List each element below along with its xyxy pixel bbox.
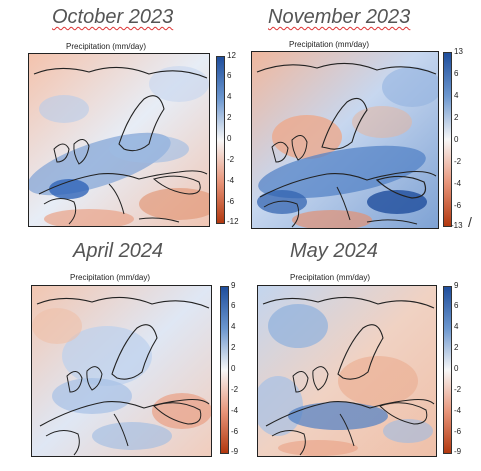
colorbar-tick: 6 <box>227 71 232 80</box>
colorbar-tick: 6 <box>454 301 459 310</box>
colorbar-tick: -4 <box>227 176 235 185</box>
colorbar-tick: 4 <box>454 91 459 100</box>
colorbar-tick: -2 <box>231 385 239 394</box>
colorbar-tick: -13 <box>451 221 463 230</box>
panel-title: Precipitation (mm/day) <box>66 42 147 51</box>
month-label: May 2024 <box>290 240 378 262</box>
month-label: April 2024 <box>73 240 164 262</box>
colorbar-tick: 0 <box>454 135 459 144</box>
colorbar-tick: 4 <box>454 322 459 331</box>
colorbar-tick: 13 <box>454 47 463 56</box>
colorbar-tick: -2 <box>454 385 462 394</box>
precipitation-anomaly-map <box>257 285 437 457</box>
colorbar-tick: -6 <box>227 197 235 206</box>
colorbar-tick: 2 <box>454 113 459 122</box>
panel-title: Precipitation (mm/day) <box>70 273 151 282</box>
colorbar-tick: 12 <box>227 51 236 60</box>
colorbar-tick: -4 <box>454 406 462 415</box>
colorbar <box>220 286 229 454</box>
colorbar <box>443 52 452 227</box>
colorbar-tick: -6 <box>454 427 462 436</box>
precipitation-anomaly-map <box>31 285 212 457</box>
colorbar-tick: -2 <box>227 155 235 164</box>
month-label: October 2023 <box>52 6 174 28</box>
panel-title: Precipitation (mm/day) <box>290 273 371 282</box>
colorbar-tick: 9 <box>231 281 236 290</box>
colorbar-tick: 6 <box>454 69 459 78</box>
panel-title: Precipitation (mm/day) <box>289 40 370 49</box>
colorbar-tick: -9 <box>231 447 239 456</box>
colorbar-tick: -9 <box>454 447 462 456</box>
colorbar-tick: 2 <box>231 343 236 352</box>
colorbar-tick: 6 <box>231 301 236 310</box>
colorbar-tick: -12 <box>227 217 239 226</box>
colorbar-tick: -4 <box>454 179 462 188</box>
colorbar-tick: 2 <box>227 113 232 122</box>
colorbar-tick: -6 <box>231 427 239 436</box>
colorbar <box>443 286 452 454</box>
colorbar-tick: 0 <box>231 364 236 373</box>
precipitation-anomaly-map <box>28 53 210 227</box>
month-label: November 2023 <box>268 6 411 28</box>
colorbar-tick: -2 <box>454 157 462 166</box>
colorbar-tick: 4 <box>227 92 232 101</box>
stray-mark: / <box>468 214 472 230</box>
colorbar-tick: 2 <box>454 343 459 352</box>
precipitation-anomaly-map <box>251 51 439 229</box>
colorbar <box>216 56 225 224</box>
colorbar-tick: 0 <box>454 364 459 373</box>
colorbar-tick: 0 <box>227 134 232 143</box>
colorbar-tick: -6 <box>454 201 462 210</box>
colorbar-tick: -4 <box>231 406 239 415</box>
colorbar-tick: 4 <box>231 322 236 331</box>
colorbar-tick: 9 <box>454 281 459 290</box>
